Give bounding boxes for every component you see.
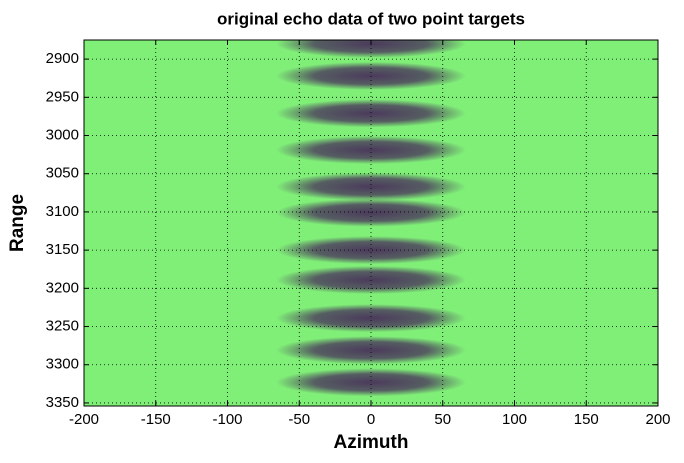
echo-stripe [276, 265, 466, 294]
echo-stripe [276, 368, 466, 397]
x-tick-label: -150 [141, 411, 171, 428]
x-tick-label: 150 [574, 411, 599, 428]
plot-frame [83, 39, 659, 407]
chart-title: original echo data of two point targets [217, 9, 525, 28]
echo-stripe [276, 61, 466, 90]
y-tick-label: 3300 [46, 356, 79, 373]
y-tick-label: 3000 [46, 126, 79, 143]
x-tick-label: 100 [502, 411, 527, 428]
x-tick-label: -200 [69, 411, 99, 428]
echo-stripe [276, 304, 466, 333]
echo-stripe [276, 336, 466, 365]
y-tick-label: 3350 [46, 394, 79, 411]
y-tick-label: 2950 [46, 88, 79, 105]
y-tick-label: 3250 [46, 318, 79, 335]
echo-stripe [276, 236, 466, 265]
x-tick-label: -100 [212, 411, 242, 428]
x-axis-label: Azimuth [334, 432, 409, 453]
y-tick-label: 2900 [46, 50, 79, 67]
y-tick-label: 3150 [46, 241, 79, 258]
echo-stripe [276, 136, 466, 165]
y-axis-label: Range [7, 194, 28, 252]
x-tick-label: 0 [367, 411, 375, 428]
x-tick-label: -50 [288, 411, 310, 428]
x-tick-label: 50 [434, 411, 451, 428]
x-tick-label: 200 [645, 411, 670, 428]
y-tick-label: 3050 [46, 165, 79, 182]
echo-stripe [276, 99, 466, 128]
y-tick-label: 3100 [46, 203, 79, 220]
y-tick-label: 3200 [46, 279, 79, 296]
echo-stripe [276, 172, 466, 201]
